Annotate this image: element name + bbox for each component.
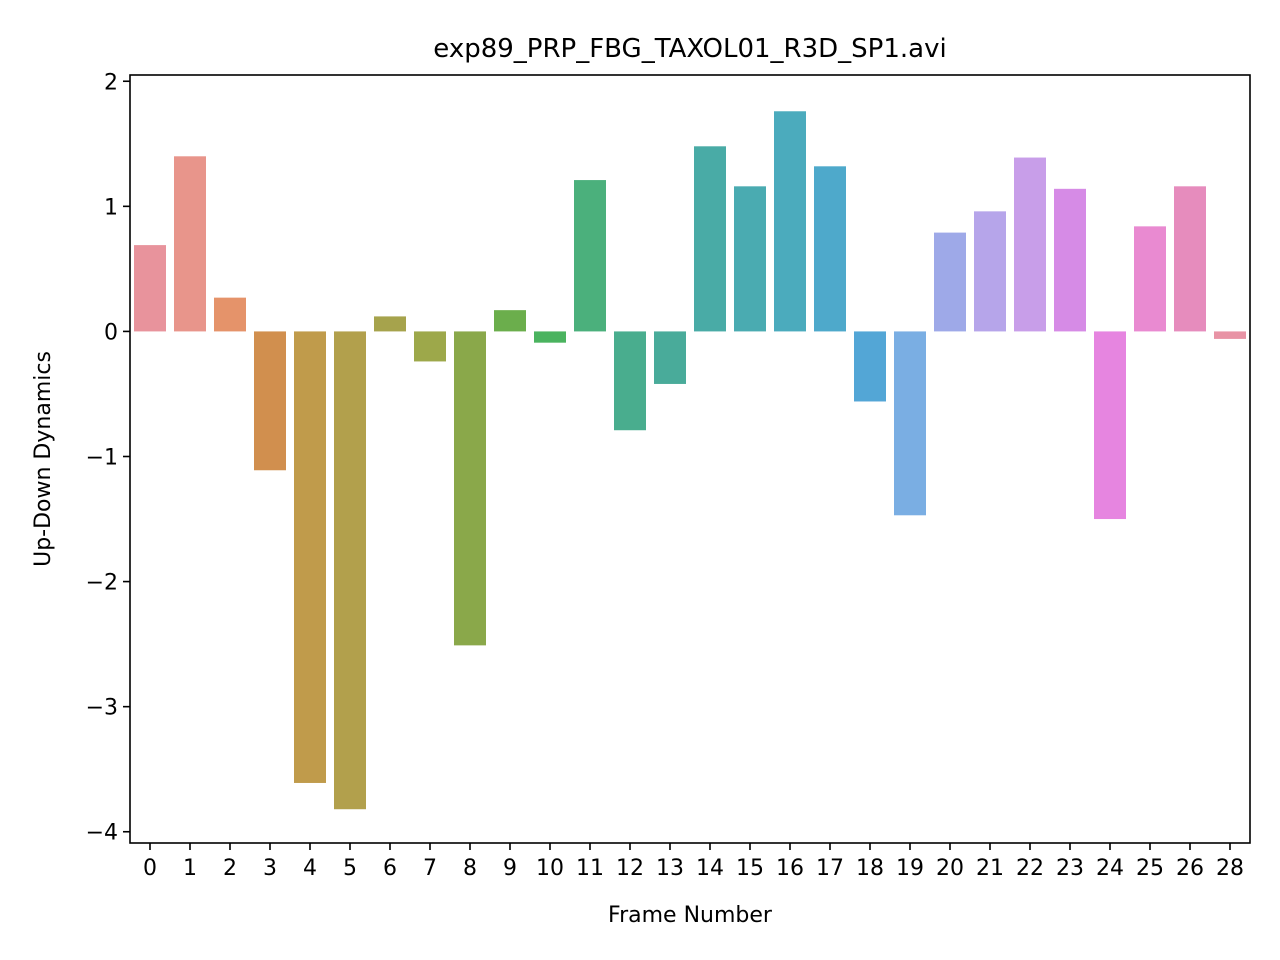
x-tick-label: 25 — [1136, 856, 1164, 881]
bar-frame-8 — [454, 331, 486, 646]
bar-frame-20 — [934, 232, 966, 332]
bar-frame-6 — [374, 316, 406, 332]
x-tick-label: 6 — [383, 856, 397, 881]
x-tick-label: 15 — [736, 856, 764, 881]
x-tick-label: 16 — [776, 856, 804, 881]
y-tick-label: 1 — [104, 195, 118, 220]
plot-frame — [129, 74, 1251, 844]
bar-frame-4 — [294, 331, 326, 783]
bar-frame-26 — [1174, 186, 1206, 332]
bar-frame-17 — [814, 166, 846, 332]
bar-frame-7 — [414, 331, 446, 362]
x-tick-label: 3 — [263, 856, 277, 881]
bar-frame-0 — [134, 245, 166, 332]
bar-frame-10 — [534, 331, 566, 343]
x-tick-label: 12 — [616, 856, 644, 881]
bar-frame-18 — [854, 331, 886, 402]
x-tick-label: 1 — [183, 856, 197, 881]
x-tick-label: 24 — [1096, 856, 1124, 881]
x-axis: 0 1 2 3 4 5 6 7 8 9 10 11 12 13 14 15 16 17 18 19 20 21 22 23 24… — [143, 843, 1244, 881]
bar-frame-21 — [974, 211, 1006, 332]
bar-frame-1 — [174, 156, 206, 332]
x-tick-label: 18 — [856, 856, 884, 881]
x-tick-label: 0 — [143, 856, 157, 881]
chart-title: exp89_PRP_FBG_TAXOL01_R3D_SP1.avi — [433, 34, 946, 64]
bars-group — [134, 111, 1246, 810]
bar-frame-3 — [254, 331, 286, 471]
x-tick-label: 23 — [1056, 856, 1084, 881]
x-tick-label: 4 — [303, 856, 317, 881]
bar-frame-28 — [1214, 331, 1246, 339]
bar-frame-2 — [214, 297, 246, 332]
y-axis: 2 1 0 −1 −2 −3 −4 — [86, 70, 130, 846]
bar-frame-14 — [694, 146, 726, 332]
x-tick-label: 8 — [463, 856, 477, 881]
bar-frame-25 — [1134, 226, 1166, 332]
bar-frame-22 — [1014, 157, 1046, 332]
x-tick-label: 19 — [896, 856, 924, 881]
x-tick-label: 2 — [223, 856, 237, 881]
bar-frame-19 — [894, 331, 926, 516]
x-axis-label: Frame Number — [608, 903, 773, 928]
y-tick-label: −3 — [86, 696, 118, 721]
x-tick-label: 7 — [423, 856, 437, 881]
y-axis-label: Up-Down Dynamics — [31, 351, 56, 567]
y-tick-label: −1 — [86, 445, 118, 470]
x-tick-label: 20 — [936, 856, 964, 881]
x-tick-label: 21 — [976, 856, 1004, 881]
bar-frame-15 — [734, 186, 766, 332]
bar-frame-16 — [774, 111, 806, 332]
bar-frame-9 — [494, 310, 526, 332]
bar-frame-11 — [574, 180, 606, 332]
y-tick-label: 2 — [104, 70, 118, 95]
x-tick-label: 28 — [1216, 856, 1244, 881]
x-tick-label: 5 — [343, 856, 357, 881]
bar-frame-13 — [654, 331, 686, 384]
x-tick-label: 9 — [503, 856, 517, 881]
x-tick-label: 17 — [816, 856, 844, 881]
x-tick-label: 22 — [1016, 856, 1044, 881]
y-tick-label: −4 — [86, 821, 118, 846]
y-tick-label: 0 — [104, 320, 118, 345]
bar-frame-5 — [334, 331, 366, 810]
bar-frame-24 — [1094, 331, 1126, 520]
bar-frame-12 — [614, 331, 646, 431]
bar-frame-23 — [1054, 188, 1086, 332]
x-tick-label: 26 — [1176, 856, 1204, 881]
x-tick-label: 10 — [536, 856, 564, 881]
x-tick-label: 13 — [656, 856, 684, 881]
x-tick-label: 14 — [696, 856, 724, 881]
y-tick-label: −2 — [86, 571, 118, 596]
x-tick-label: 11 — [576, 856, 604, 881]
